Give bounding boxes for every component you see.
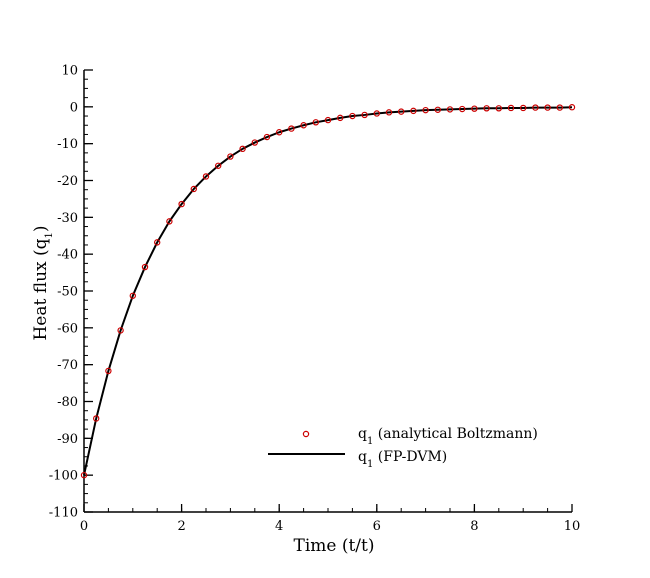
y-tick-label: -40 — [57, 248, 78, 263]
y-tick-label: -50 — [57, 285, 78, 300]
data-point-analytical — [214, 162, 222, 169]
data-point-analytical — [141, 263, 149, 271]
x-ticks: 0 2 4 6 8 10 — [80, 504, 580, 534]
legend-label-analytical-sub: 1 — [367, 436, 373, 447]
data-point-analytical — [385, 109, 393, 116]
legend-label-fpdvm-main: q — [358, 449, 367, 465]
data-point-analytical — [556, 104, 564, 111]
data-point-analytical — [434, 106, 441, 113]
data-point-analytical — [92, 415, 100, 422]
data-point-analytical — [117, 327, 124, 334]
data-point-analytical — [227, 153, 234, 160]
y-tick-label: -60 — [57, 321, 78, 336]
legend-label-fpdvm: q1 (FP-DVM) — [358, 449, 447, 470]
y-tick-label: 10 — [61, 64, 78, 79]
data-point-analytical — [166, 218, 173, 225]
legend-label-analytical: q1 (analytical Boltzmann) — [358, 426, 538, 447]
data-point-analytical — [300, 122, 307, 129]
data-point-analytical — [251, 139, 258, 146]
data-point-analytical — [80, 471, 88, 479]
data-point-analytical — [337, 114, 344, 122]
axes — [83, 70, 572, 513]
y-tick-label: -80 — [57, 395, 78, 410]
legend-entry-fpdvm: q1 (FP-DVM) — [268, 449, 447, 470]
y-tick-label: -90 — [57, 432, 78, 447]
y-axis-title: Heat flux (q1) — [31, 225, 55, 340]
x-tick-label: 6 — [373, 519, 381, 534]
y-tick-label: -30 — [57, 211, 78, 226]
legend-label-fpdvm-rest: (FP-DVM) — [373, 449, 447, 465]
data-point-analytical — [520, 104, 527, 112]
y-tick-label: 0 — [70, 100, 78, 115]
legend-label-analytical-rest: (analytical Boltzmann) — [373, 426, 538, 442]
legend-entry-analytical: q1 (analytical Boltzmann) — [302, 426, 538, 447]
data-point-analytical — [459, 105, 466, 113]
x-tick-label: 8 — [470, 519, 478, 534]
data-point-analytical — [446, 106, 454, 113]
data-point-analytical — [373, 110, 380, 117]
data-point-analytical — [507, 104, 515, 112]
data-point-analytical — [239, 145, 246, 153]
y-axis-title-subscript: 1 — [44, 232, 55, 238]
data-point-analytical — [410, 107, 417, 115]
x-tick-label: 0 — [80, 519, 88, 534]
data-point-analytical — [312, 119, 319, 126]
y-ticks: 10 0 -10 -20 -30 -40 -50 -60 -70 -80 -90 -100 -110 — [49, 64, 93, 521]
legend-marker-analytical — [302, 430, 310, 438]
data-point-analytical — [544, 104, 551, 111]
y-tick-label: -110 — [49, 506, 78, 521]
y-axis-title-main: Heat flux (q — [31, 238, 51, 340]
data-point-analytical — [532, 104, 539, 111]
data-point-analytical — [361, 111, 368, 119]
data-point-analytical — [471, 105, 478, 112]
data-point-analytical — [190, 185, 197, 193]
data-point-analytical — [568, 104, 576, 111]
data-point-analytical — [495, 105, 502, 112]
legend-label-analytical-main: q — [358, 426, 367, 442]
data-point-analytical — [153, 239, 161, 246]
series-line-fpdvm — [83, 106, 573, 476]
y-tick-label: -10 — [57, 137, 78, 152]
data-point-analytical — [483, 105, 490, 112]
data-point-analytical — [276, 129, 283, 136]
data-point-analytical — [105, 367, 112, 375]
data-point-analytical — [288, 125, 295, 132]
data-point-analytical — [263, 133, 271, 141]
x-tick-label: 4 — [275, 519, 283, 534]
legend-label-fpdvm-sub: 1 — [367, 459, 373, 470]
data-point-analytical — [202, 173, 210, 180]
data-point-analytical — [422, 106, 429, 114]
data-point-analytical — [324, 116, 332, 124]
y-tick-label: -20 — [57, 174, 78, 189]
y-axis-title-close: ) — [31, 225, 51, 232]
data-point-analytical — [178, 200, 185, 208]
x-tick-label: 10 — [564, 519, 581, 534]
data-point-analytical — [349, 112, 356, 120]
x-tick-label: 2 — [177, 519, 185, 534]
y-tick-label: -70 — [57, 358, 78, 373]
x-axis-title: Time (t/t) — [293, 536, 374, 556]
y-tick-label: -100 — [49, 469, 78, 484]
legend: q1 (analytical Boltzmann) q1 (FP-DVM) — [268, 426, 538, 470]
series-layer — [80, 104, 576, 479]
data-point-analytical — [129, 292, 136, 299]
data-point-analytical — [398, 108, 405, 115]
